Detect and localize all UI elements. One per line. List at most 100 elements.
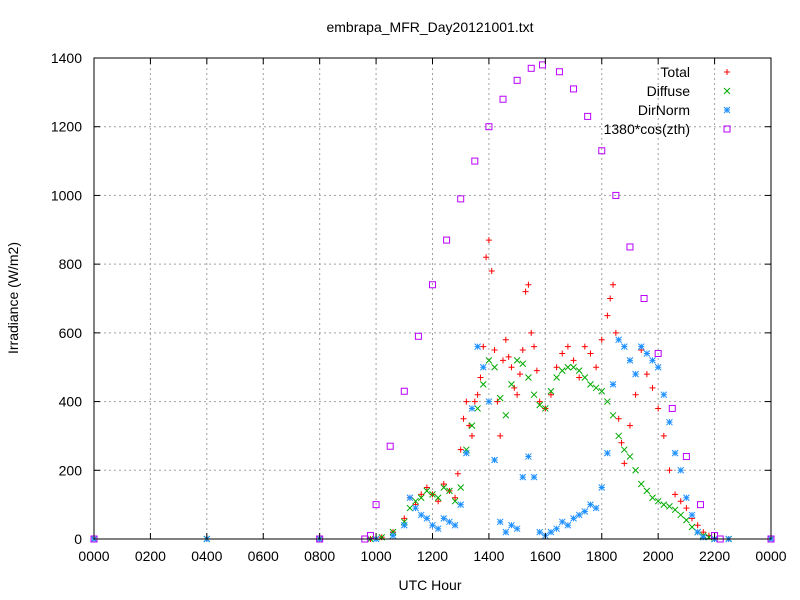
legend: Total Diffuse DirNorm 1380*cos(zth) (604, 64, 731, 137)
data-point (485, 398, 493, 405)
data-point (696, 501, 704, 509)
data-point (414, 332, 422, 340)
data-point (528, 329, 535, 336)
data-point (483, 254, 490, 261)
data-point (479, 363, 487, 371)
x-tick-label: 2000 (643, 548, 674, 564)
data-point (598, 147, 606, 155)
y-tick-label: 1000 (51, 187, 82, 203)
data-point (519, 347, 526, 354)
data-point (423, 487, 431, 495)
data-point (587, 381, 594, 388)
data-point (536, 398, 543, 405)
data-point (417, 494, 425, 502)
data-point (587, 501, 594, 508)
data-point (555, 68, 563, 76)
data-point (564, 521, 572, 529)
data-point (496, 518, 504, 526)
data-point (423, 484, 430, 491)
x-tick-label: 1200 (417, 548, 448, 564)
data-point (570, 363, 577, 371)
series-layer (90, 61, 775, 543)
legend-label: DirNorm (638, 102, 690, 118)
data-point (558, 518, 566, 526)
data-point (443, 236, 451, 244)
data-point (508, 521, 515, 529)
data-point (519, 360, 527, 368)
data-point (525, 453, 532, 460)
data-point (519, 473, 527, 481)
data-point (531, 343, 538, 350)
data-point (502, 411, 510, 419)
data-point (460, 415, 467, 422)
legend-label: Diffuse (647, 83, 691, 99)
data-point (694, 528, 702, 536)
data-point (513, 356, 521, 364)
data-point (491, 456, 498, 464)
data-point (499, 95, 507, 103)
data-point (615, 432, 623, 440)
data-point (598, 387, 606, 395)
data-point (527, 64, 535, 72)
data-point (462, 449, 470, 457)
data-point (612, 191, 620, 199)
data-point (423, 515, 431, 522)
data-point (587, 350, 594, 357)
data-point (466, 422, 473, 429)
data-point (508, 364, 515, 371)
data-point (434, 525, 442, 533)
data-point (598, 484, 606, 491)
data-point (604, 312, 611, 319)
data-point (401, 515, 408, 522)
data-point (429, 490, 436, 498)
data-point (474, 343, 481, 350)
data-point (666, 418, 673, 426)
data-point (581, 374, 589, 381)
data-point (632, 370, 639, 378)
data-point (626, 243, 634, 251)
data-point (463, 398, 470, 405)
data-point (683, 505, 690, 512)
data-point (604, 398, 611, 405)
data-point (522, 288, 529, 295)
data-point (700, 529, 707, 536)
data-point (592, 384, 600, 392)
x-tick-label: 2200 (699, 548, 730, 564)
data-point (471, 157, 479, 165)
y-tick-label: 600 (59, 325, 83, 341)
data-point (672, 491, 679, 498)
data-point (643, 487, 651, 495)
data-point (570, 357, 577, 364)
data-point (643, 371, 650, 378)
data-point (598, 336, 605, 343)
data-point (632, 391, 639, 398)
data-point (457, 501, 465, 508)
data-point (683, 516, 690, 524)
data-point (497, 432, 504, 439)
legend-marker (723, 106, 731, 114)
data-point (417, 511, 425, 519)
data-point (530, 473, 538, 481)
data-point (654, 349, 662, 357)
data-point (581, 508, 589, 515)
data-point (454, 470, 461, 477)
data-point (502, 336, 509, 343)
data-point (654, 497, 662, 505)
data-point (643, 350, 651, 357)
data-point (688, 523, 696, 531)
data-point (485, 237, 492, 244)
x-tick-label: 1000 (361, 548, 392, 564)
data-point (666, 467, 673, 474)
data-point (649, 384, 656, 391)
data-point (610, 281, 617, 288)
data-point (485, 356, 493, 364)
x-tick-label: 0200 (135, 548, 166, 564)
legend-label: 1380*cos(zth) (604, 121, 690, 137)
data-point (516, 371, 523, 378)
data-point (575, 511, 583, 519)
data-point (682, 453, 690, 461)
legend-label: Total (660, 64, 690, 80)
data-point (541, 405, 549, 412)
